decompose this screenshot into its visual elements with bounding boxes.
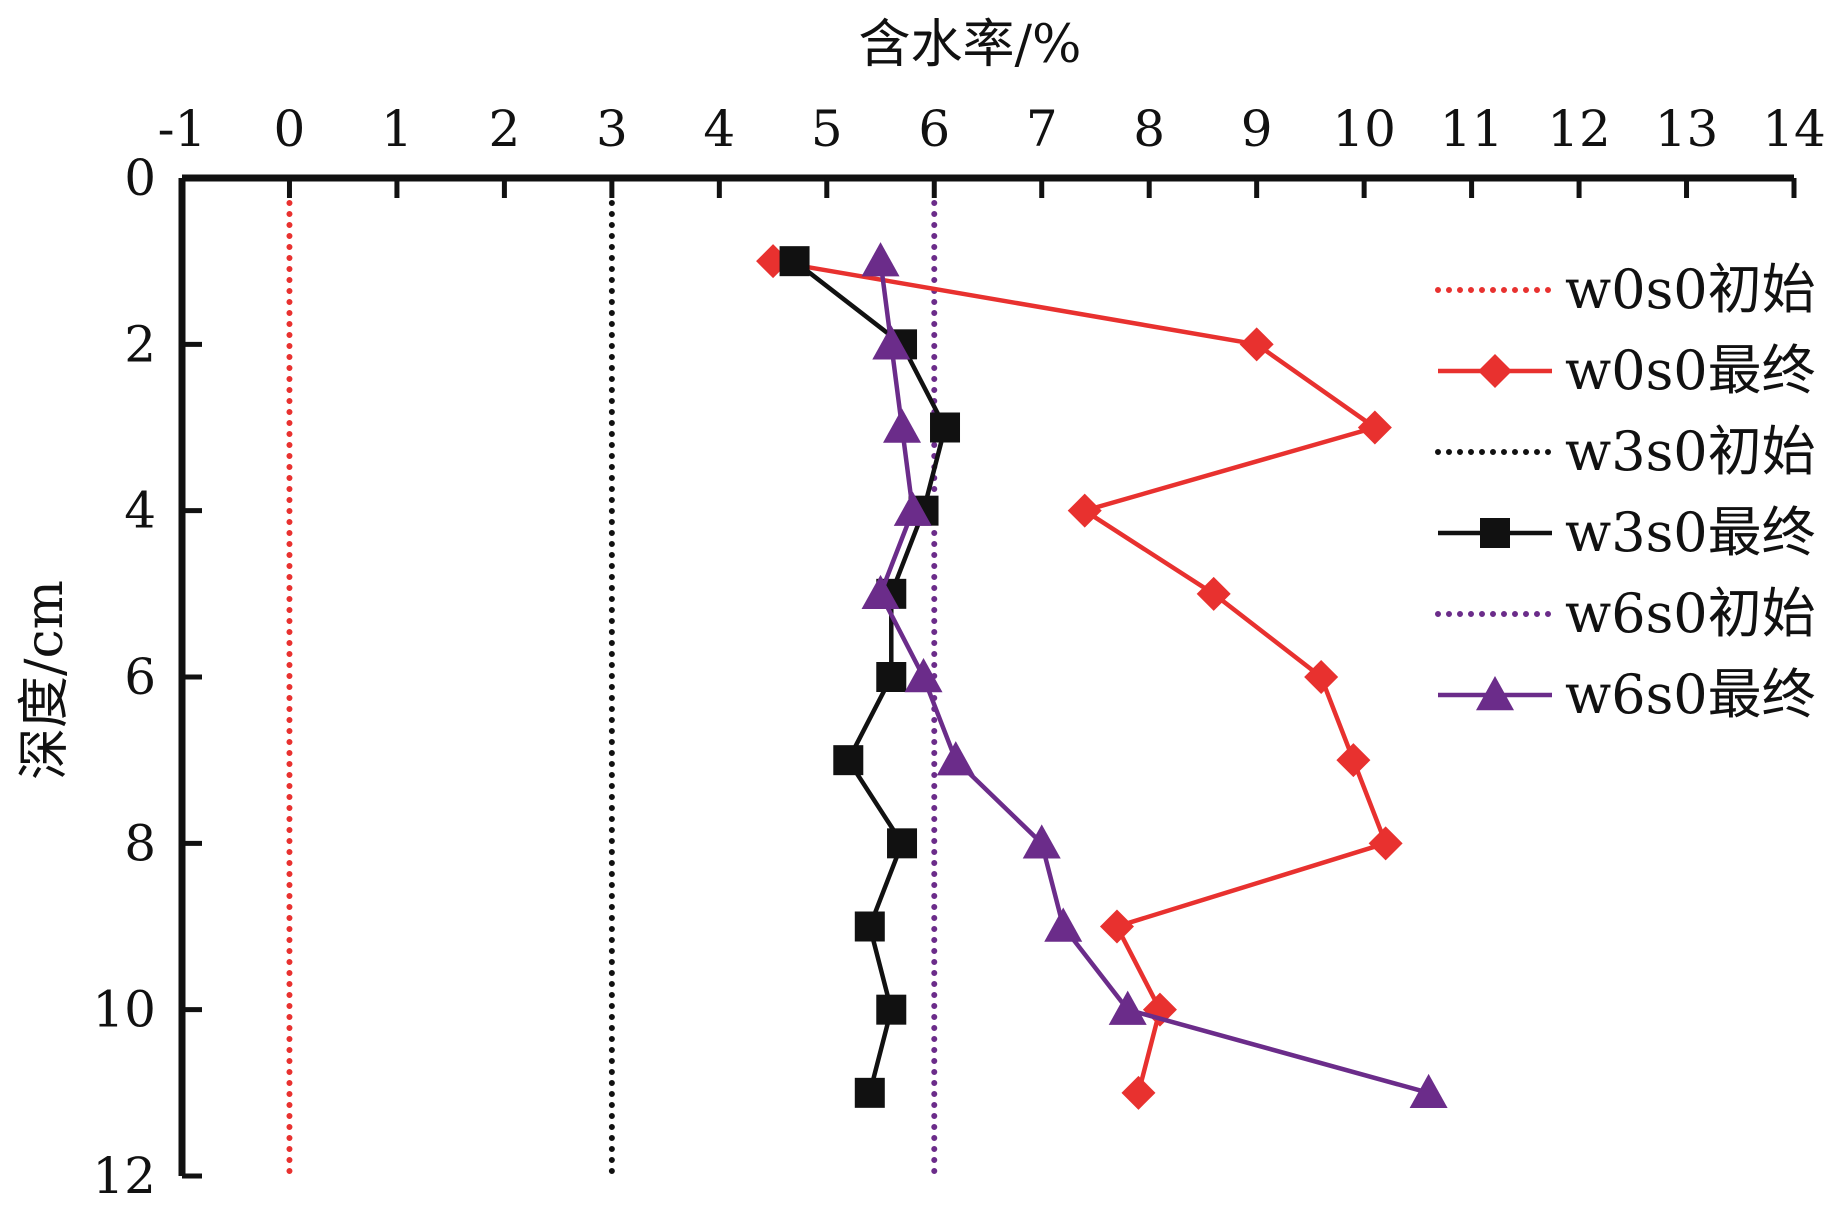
data-point (854, 1077, 885, 1108)
series-group (286, 199, 1448, 1179)
x-axis-title: 含水率/% (859, 15, 1082, 75)
data-point (1099, 909, 1134, 944)
legend-marker (1478, 354, 1512, 388)
y-axis-title: 深度/cm (15, 580, 75, 780)
series-line-6 (878, 260, 1430, 1096)
y-tick-label: 4 (124, 482, 156, 540)
legend-label: w3s0最终 (1565, 501, 1816, 564)
data-point (876, 662, 907, 692)
x-tick-label: -1 (158, 100, 207, 158)
series-line-2 (772, 258, 1389, 1094)
x-tick-label: 14 (1762, 100, 1826, 158)
legend: w0s0初始 w0s0最终 w3s0初始 w3s0最终 w6s0初始 w6s0最终 (1435, 258, 1816, 726)
x-tick-label: 1 (381, 100, 413, 158)
data-point (1121, 1075, 1156, 1110)
data-point (1336, 743, 1371, 778)
data-point (930, 412, 961, 443)
y-tick-label: 8 (124, 814, 156, 872)
y-tick-label: 2 (124, 315, 156, 373)
x-tick-label: 5 (811, 100, 843, 158)
legend-label: w0s0最终 (1565, 339, 1816, 402)
x-tick-label: 9 (1241, 100, 1273, 158)
data-point (1239, 327, 1274, 362)
data-point (854, 911, 885, 942)
legend-label: w0s0初始 (1565, 258, 1816, 321)
data-point (883, 408, 922, 443)
data-point (861, 242, 900, 277)
x-tick-label: 0 (274, 100, 306, 158)
data-point (861, 574, 900, 610)
legend-label: w6s0最终 (1565, 663, 1816, 726)
x-tick-label: 7 (1026, 100, 1058, 158)
data-point (876, 994, 907, 1025)
x-tick-label: 12 (1547, 100, 1611, 158)
y-tick-label: 6 (124, 648, 156, 706)
x-tick-label: 13 (1655, 100, 1719, 158)
data-point (872, 325, 911, 360)
data-point (1022, 824, 1061, 859)
legend-marker (1476, 676, 1514, 711)
data-point (936, 741, 975, 776)
x-tick-label: 8 (1133, 100, 1165, 158)
x-tick-label: 2 (488, 100, 520, 158)
x-tick-label: 4 (703, 100, 735, 158)
data-point (1196, 576, 1231, 611)
data-point (1368, 826, 1403, 861)
data-point (1108, 990, 1147, 1025)
x-tick-label: 11 (1440, 100, 1504, 158)
data-point (779, 246, 810, 277)
y-tick-label: 0 (124, 149, 156, 207)
x-tick-label: 3 (596, 100, 628, 158)
data-point (1357, 410, 1392, 445)
data-point (893, 491, 932, 526)
data-point (1044, 907, 1083, 942)
legend-label: w3s0初始 (1565, 420, 1816, 483)
data-point (1067, 493, 1102, 528)
y-tick-label: 10 (92, 981, 156, 1039)
y-tick-label: 12 (92, 1147, 156, 1205)
x-tick-label: 6 (918, 100, 950, 158)
data-point (904, 658, 943, 693)
legend-marker (1480, 518, 1510, 548)
data-point (1409, 1073, 1448, 1109)
data-point (833, 745, 864, 776)
legend-label: w6s0初始 (1565, 582, 1816, 645)
data-point (1304, 660, 1339, 694)
x-tick-label: 10 (1332, 100, 1396, 158)
data-point (887, 828, 918, 859)
